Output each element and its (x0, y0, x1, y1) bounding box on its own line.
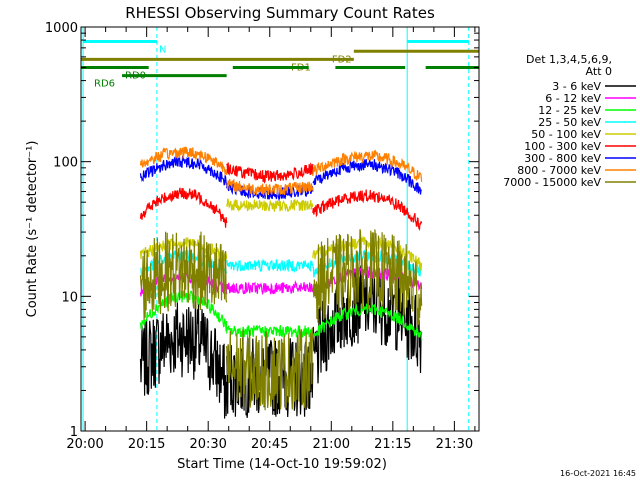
legend-label-8: 7000 - 15000 keV (503, 176, 601, 189)
series-layer (139, 146, 423, 419)
flag-label-2: FD2 (332, 54, 352, 65)
axis-layer: 1 10 100 1000 20:00 20:15 20:30 20:45 21:00 21:15… (45, 21, 479, 452)
x-tick-label-1: 20:15 (128, 437, 165, 452)
legend-header-1: Att 0 (586, 65, 612, 78)
y-tick-label-0: 1 (70, 425, 78, 440)
legend-header-0: Det 1,3,4,5,6,9, (526, 53, 612, 66)
flag-label-4: RD6 (94, 79, 115, 90)
legend-label-0: 3 - 6 keV (552, 80, 601, 93)
legend-label-5: 100 - 300 keV (524, 140, 601, 153)
y-tick-label-2: 100 (53, 156, 78, 171)
x-tick-label-4: 21:00 (313, 437, 350, 452)
legend-label-3: 25 - 50 keV (538, 116, 601, 129)
x-axis-label: Start Time (14-Oct-10 19:59:02) (177, 457, 387, 472)
series-line-2 (139, 290, 423, 342)
chart-title: RHESSI Observing Summary Count Rates (125, 4, 435, 22)
x-tick-label-3: 20:45 (251, 437, 288, 452)
y-tick-label-3: 1000 (45, 21, 78, 36)
flags-layer: NFD1FD2RD0RD6 (81, 40, 479, 90)
x-tick-label-5: 21:15 (374, 437, 411, 452)
plot-frame (80, 26, 480, 432)
series-line-7 (139, 146, 423, 197)
series-line-8 (139, 229, 423, 411)
flag-label-0: N (159, 45, 166, 56)
series-line-6 (139, 154, 423, 202)
y-tick-label-1: 10 (61, 290, 78, 305)
legend-label-7: 800 - 7000 keV (517, 164, 601, 177)
legend-label-6: 300 - 800 keV (524, 152, 601, 165)
series-line-5 (139, 162, 423, 231)
legend-label-2: 12 - 25 keV (538, 104, 601, 117)
x-tick-label-2: 20:30 (189, 437, 226, 452)
legend-label-4: 50 - 100 keV (531, 128, 601, 141)
plot-lines (82, 27, 470, 431)
x-tick-label-6: 21:30 (436, 437, 473, 452)
legend-label-1: 6 - 12 keV (545, 92, 601, 105)
y-axis-label: Count Rate (s⁻¹ detector⁻¹) (25, 141, 40, 318)
chart-timestamp: 16-Oct-2021 16:45 (560, 469, 636, 478)
x-tick-label-0: 20:00 (66, 437, 103, 452)
